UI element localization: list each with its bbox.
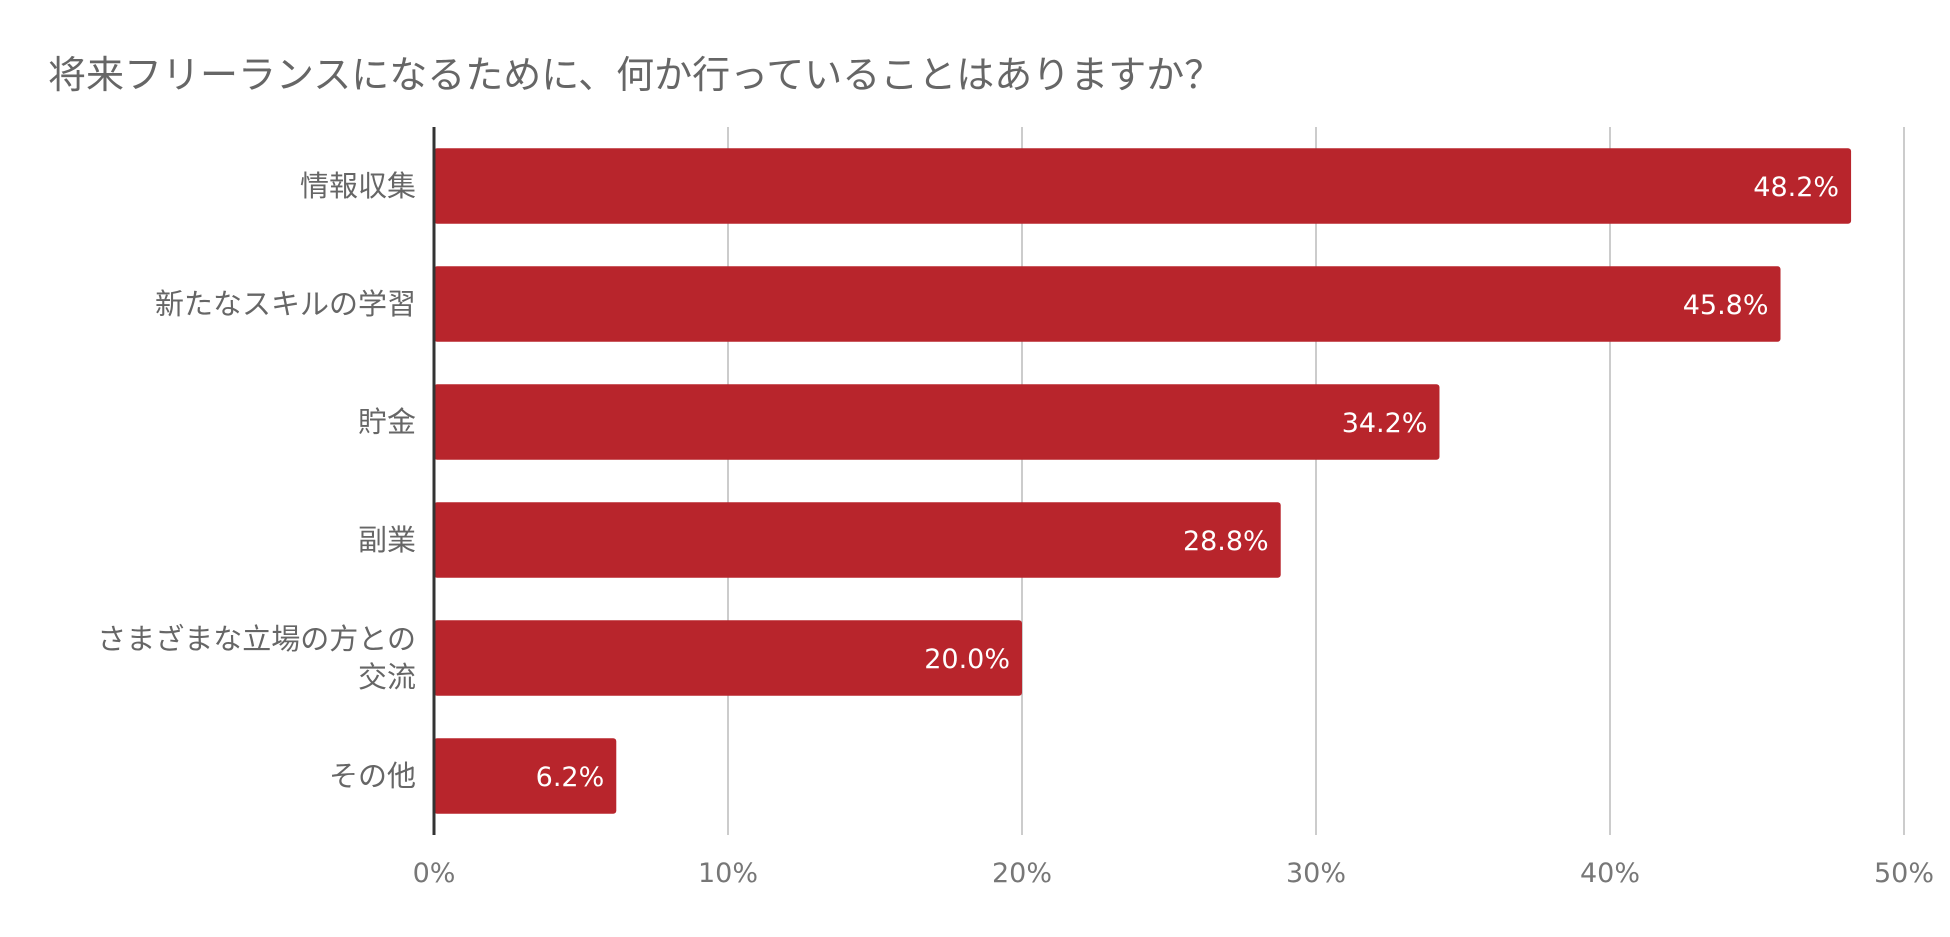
- chart-title: 将来フリーランスになるために、何か行っていることはありますか？: [48, 53, 1223, 97]
- bar: [434, 384, 1440, 460]
- bar: [434, 738, 617, 814]
- data-label: 20.0%: [924, 644, 1010, 675]
- bar: [434, 148, 1852, 224]
- x-tick-label: 20%: [992, 858, 1052, 889]
- category-label: 貯金: [358, 405, 416, 439]
- data-label: 34.2%: [1342, 408, 1428, 439]
- x-tick-labels: 0% 10% 20% 30% 40% 50%: [413, 858, 1934, 889]
- category-label: 新たなスキルの学習: [155, 287, 416, 321]
- x-tick-label: 40%: [1580, 858, 1640, 889]
- bar: [434, 266, 1781, 342]
- x-tick-label: 50%: [1874, 858, 1934, 889]
- category-label: 情報収集: [300, 169, 416, 203]
- x-tick-label: 0%: [413, 858, 456, 889]
- data-label: 48.2%: [1753, 172, 1839, 203]
- x-tick-label: 10%: [698, 858, 758, 889]
- bar: [434, 620, 1022, 696]
- bar: [434, 502, 1281, 578]
- category-label: 交流: [358, 660, 416, 694]
- data-label: 45.8%: [1683, 290, 1769, 321]
- category-label: その他: [329, 759, 416, 793]
- x-tick-label: 30%: [1286, 858, 1346, 889]
- category-label: 副業: [358, 523, 416, 557]
- bars: 48.2% 45.8% 34.2% 28.8% 20.0% 6.2%: [434, 148, 1852, 814]
- category-label: さまざまな立場の方との: [97, 622, 416, 656]
- gridlines: [727, 127, 1905, 835]
- data-label: 6.2%: [536, 762, 605, 793]
- data-label: 28.8%: [1183, 526, 1269, 557]
